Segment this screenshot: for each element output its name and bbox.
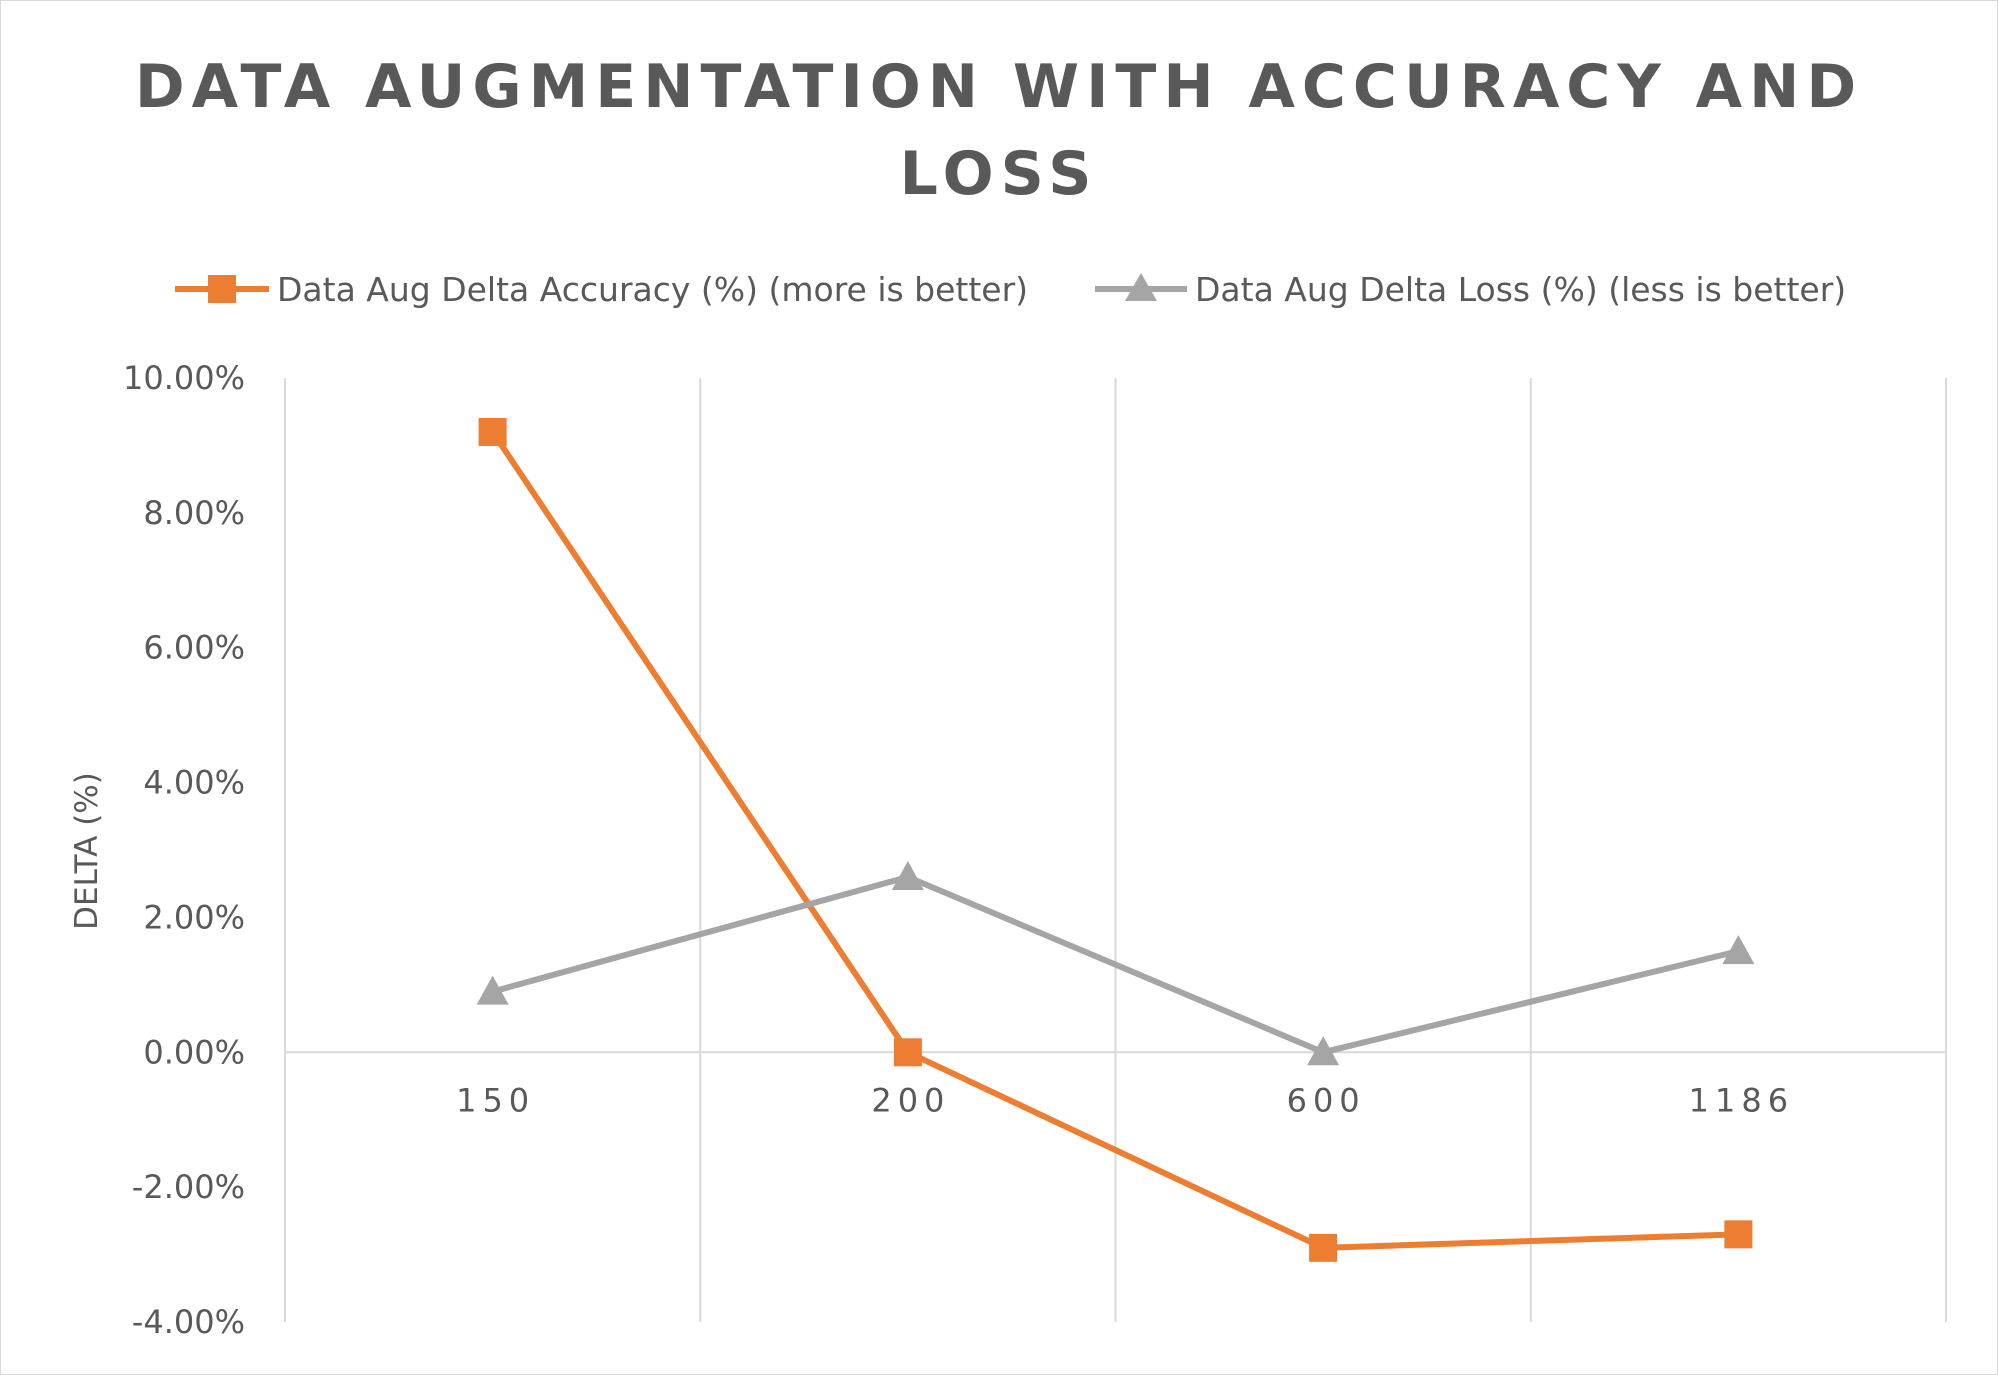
data-point-triangle [1722,935,1755,965]
data-point-square [478,417,507,446]
grid [284,378,1947,1322]
y-tick-label: 6.00% [143,629,245,667]
data-point-square [1309,1233,1338,1262]
legend-item-accuracy: Data Aug Delta Accuracy (%) (more is bet… [175,270,1028,309]
series-0 [478,417,1753,1262]
chart-title-line-2: LOSS [900,139,1099,209]
legend-item-loss: Data Aug Delta Loss (%) (less is better) [1095,270,1846,309]
chart-title: DATA AUGMENTATION WITH ACCURACY AND LOSS [135,52,1863,209]
y-tick-label: 0.00% [143,1033,245,1071]
y-axis-title: DELTA (%) [69,772,105,930]
chart-title-line-1: DATA AUGMENTATION WITH ACCURACY AND [135,52,1863,122]
series-1 [476,860,1755,1066]
y-tick-label: -4.00% [132,1303,245,1341]
data-point-triangle [476,975,509,1005]
data-point-triangle [891,860,924,890]
x-tick-label: 600 [1287,1081,1366,1119]
x-tick-label: 1186 [1689,1081,1794,1119]
data-point-triangle [1307,1036,1340,1066]
series-line [489,873,1742,1056]
legend: Data Aug Delta Accuracy (%) (more is bet… [175,270,1846,309]
series-line [489,428,1742,1251]
legend-marker-accuracy [208,275,236,303]
legend-marker-loss [1125,273,1157,301]
x-axis-ticks: 150 200 600 1186 [456,1081,1794,1119]
y-tick-label: 4.00% [143,764,245,802]
legend-label-loss: Data Aug Delta Loss (%) (less is better) [1195,270,1846,309]
data-point-square [1724,1220,1753,1249]
y-tick-label: -2.00% [132,1168,245,1206]
y-tick-label: 2.00% [143,898,245,936]
x-tick-label: 150 [456,1081,535,1119]
y-tick-label: 10.00% [123,359,245,397]
data-point-square [893,1038,922,1067]
series-layer [476,417,1755,1262]
legend-label-accuracy: Data Aug Delta Accuracy (%) (more is bet… [277,270,1028,309]
y-axis-ticks: 10.00% 8.00% 6.00% 4.00% 2.00% 0.00% -2.00% -4.… [123,359,245,1341]
x-tick-label: 200 [871,1081,950,1119]
y-tick-label: 8.00% [143,494,245,532]
